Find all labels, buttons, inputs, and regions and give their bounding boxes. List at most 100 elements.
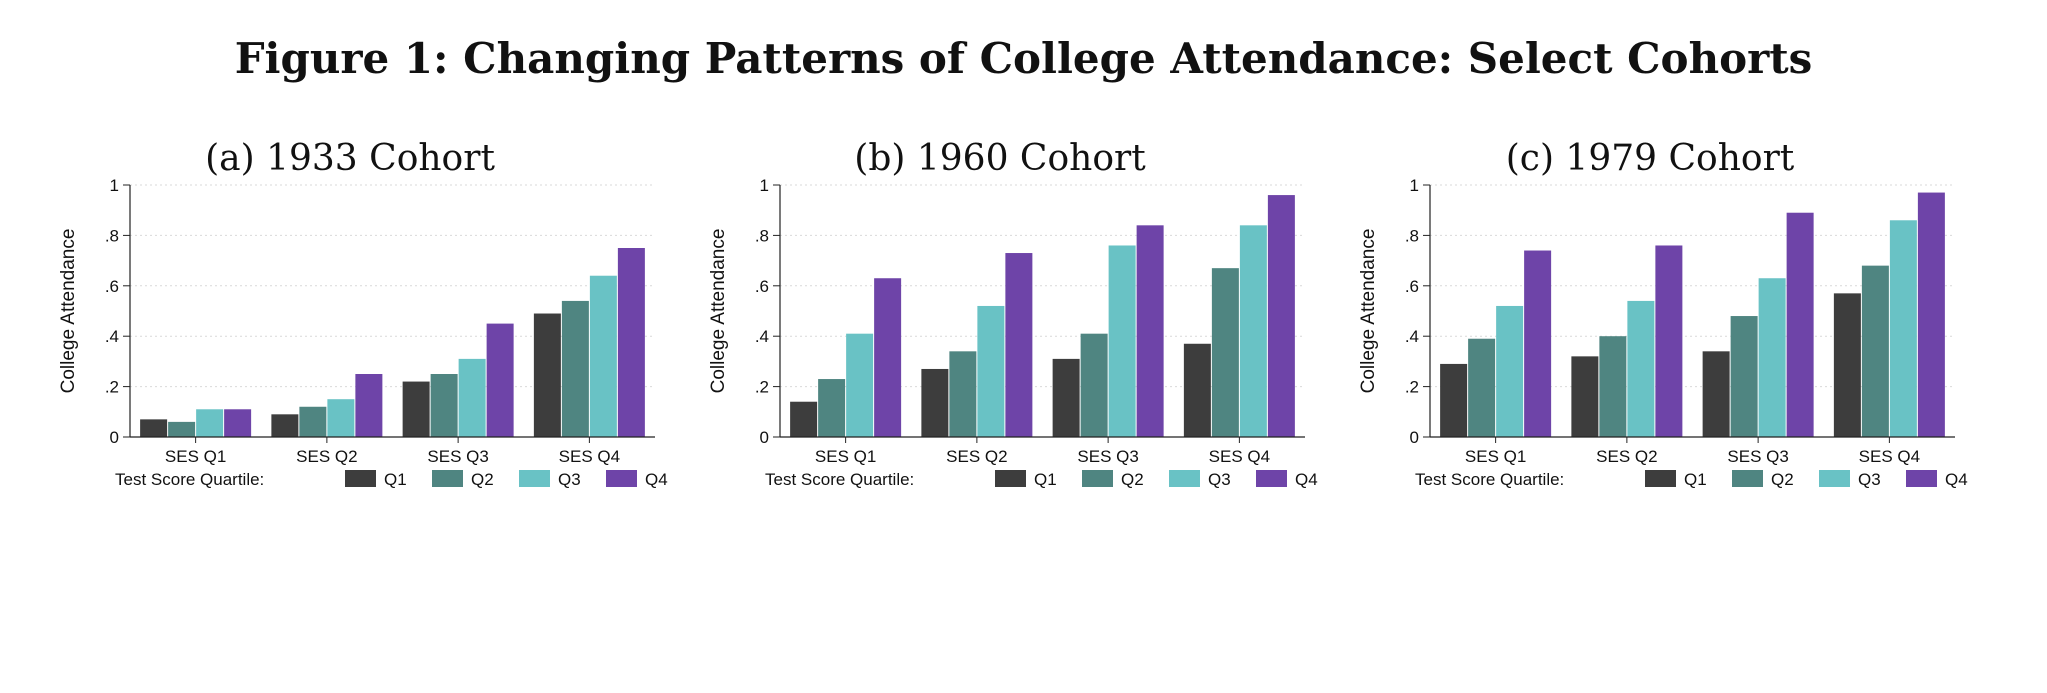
panel-title-a: (a) 1933 Cohort xyxy=(205,138,495,179)
legend-swatch-q1 xyxy=(995,470,1026,487)
y-tick-label: 1 xyxy=(110,176,119,195)
legend-label-q4: Q4 xyxy=(1945,470,1968,489)
y-tick-label: .4 xyxy=(755,327,769,346)
bar-ses-q4-q2 xyxy=(1861,265,1889,437)
bar-ses-q4-q3 xyxy=(589,275,617,437)
y-tick-label: .8 xyxy=(105,226,119,245)
x-tick-label: SES Q4 xyxy=(559,447,620,466)
bar-chart-b: 0 .2 .4 .6 .8 1 College Attendance SES Q1 SES Q2… xyxy=(708,176,1318,489)
bar-ses-q1-q2 xyxy=(168,421,196,437)
bar-ses-q1-q2 xyxy=(1468,338,1496,437)
bar-ses-q2-q1 xyxy=(921,368,949,437)
figure-title: Figure 1: Changing Patterns of College A… xyxy=(234,34,1813,83)
legend-label-q2: Q2 xyxy=(471,470,494,489)
legend-swatch-q2 xyxy=(1082,470,1113,487)
y-tick-label: 1 xyxy=(1410,176,1419,195)
bar-ses-q4-q4 xyxy=(617,248,645,437)
legend-label-q4: Q4 xyxy=(645,470,668,489)
bar-ses-q4-q4 xyxy=(1267,195,1295,437)
bar-ses-q4-q3 xyxy=(1889,220,1917,437)
bar-ses-q3-q3 xyxy=(458,358,486,437)
chart-panel-b: (b) 1960 Cohort 0 .2 .4 .6 .8 1 College Attend… xyxy=(680,130,1320,670)
bar-ses-q3-q1 xyxy=(1052,358,1080,437)
legend-title: Test Score Quartile: xyxy=(765,470,914,489)
bar-ses-q3-q4 xyxy=(486,323,514,437)
x-tick-label: SES Q1 xyxy=(815,447,876,466)
legend-swatch-q2 xyxy=(432,470,463,487)
y-tick-label: .4 xyxy=(105,327,119,346)
y-axis-label: College Attendance xyxy=(708,229,729,394)
chart-panel-c: (c) 1979 Cohort 0 .2 .4 .6 .8 1 College Attend… xyxy=(1330,130,1970,670)
x-tick-label: SES Q3 xyxy=(1077,447,1138,466)
bar-ses-q3-q1 xyxy=(1702,351,1730,437)
x-tick-label: SES Q3 xyxy=(1727,447,1788,466)
legend-swatch-q2 xyxy=(1732,470,1763,487)
legend-swatch-q3 xyxy=(1819,470,1850,487)
bar-ses-q3-q2 xyxy=(1080,333,1108,437)
legend-title: Test Score Quartile: xyxy=(1415,470,1564,489)
bar-ses-q4-q2 xyxy=(1211,268,1239,437)
bar-ses-q2-q3 xyxy=(977,305,1005,437)
bar-ses-q3-q4 xyxy=(1786,212,1814,437)
y-axis-label: College Attendance xyxy=(58,229,79,394)
bar-ses-q2-q1 xyxy=(271,414,299,437)
bar-ses-q3-q2 xyxy=(1730,316,1758,437)
bar-ses-q2-q3 xyxy=(1627,300,1655,437)
y-tick-label: 0 xyxy=(1410,428,1419,447)
legend-label-q1: Q1 xyxy=(1684,470,1707,489)
bar-ses-q2-q4 xyxy=(1005,253,1033,437)
legend-swatch-q3 xyxy=(519,470,550,487)
bar-chart-c: 0 .2 .4 .6 .8 1 College Attendance SES Q1 SES Q2… xyxy=(1358,176,1968,489)
y-tick-label: .2 xyxy=(105,378,119,397)
bar-ses-q4-q3 xyxy=(1239,225,1267,437)
bar-ses-q1-q1 xyxy=(790,401,818,437)
y-tick-label: 0 xyxy=(760,428,769,447)
bar-ses-q2-q2 xyxy=(299,406,327,437)
x-tick-label: SES Q3 xyxy=(427,447,488,466)
bar-ses-q1-q3 xyxy=(846,333,874,437)
bar-ses-q1-q2 xyxy=(818,379,846,437)
y-tick-label: .8 xyxy=(1405,226,1419,245)
x-tick-label: SES Q2 xyxy=(296,447,357,466)
bar-ses-q4-q1 xyxy=(1833,293,1861,437)
y-tick-label: .2 xyxy=(1405,378,1419,397)
bar-ses-q1-q3 xyxy=(1496,305,1524,437)
bar-ses-q2-q4 xyxy=(355,374,383,437)
panel-title-c: (c) 1979 Cohort xyxy=(1505,138,1795,179)
x-tick-label: SES Q1 xyxy=(1465,447,1526,466)
legend-swatch-q1 xyxy=(1645,470,1676,487)
legend-swatch-q3 xyxy=(1169,470,1200,487)
legend-label-q3: Q3 xyxy=(1208,470,1231,489)
bar-ses-q2-q3 xyxy=(327,399,355,437)
bar-ses-q1-q3 xyxy=(196,409,224,437)
y-tick-label: 1 xyxy=(760,176,769,195)
bar-ses-q3-q3 xyxy=(1108,245,1136,437)
y-tick-label: .2 xyxy=(755,378,769,397)
bar-ses-q2-q1 xyxy=(1571,356,1599,437)
y-tick-label: .6 xyxy=(105,277,119,296)
x-tick-label: SES Q1 xyxy=(165,447,226,466)
legend-swatch-q4 xyxy=(606,470,637,487)
legend-swatch-q1 xyxy=(345,470,376,487)
bar-ses-q4-q2 xyxy=(561,300,589,437)
bar-ses-q2-q4 xyxy=(1655,245,1683,437)
y-tick-label: .6 xyxy=(755,277,769,296)
y-tick-label: 0 xyxy=(110,428,119,447)
bar-ses-q3-q3 xyxy=(1758,278,1786,437)
panel-title-b: (b) 1960 Cohort xyxy=(854,138,1146,179)
bar-ses-q4-q4 xyxy=(1917,192,1945,437)
bar-chart-a: 0 .2 .4 .6 .8 1 College Attendance SES Q1 SES Q2… xyxy=(58,176,668,489)
bar-ses-q1-q4 xyxy=(874,278,902,437)
legend-label-q1: Q1 xyxy=(384,470,407,489)
y-tick-label: .4 xyxy=(1405,327,1419,346)
bar-ses-q2-q2 xyxy=(949,351,977,437)
y-axis-label: College Attendance xyxy=(1358,229,1379,394)
x-tick-label: SES Q2 xyxy=(946,447,1007,466)
bar-ses-q3-q2 xyxy=(430,374,458,437)
bar-ses-q4-q1 xyxy=(533,313,561,437)
legend-label-q2: Q2 xyxy=(1771,470,1794,489)
bar-ses-q1-q1 xyxy=(140,419,168,437)
y-tick-label: .6 xyxy=(1405,277,1419,296)
legend-label-q2: Q2 xyxy=(1121,470,1144,489)
legend-swatch-q4 xyxy=(1906,470,1937,487)
